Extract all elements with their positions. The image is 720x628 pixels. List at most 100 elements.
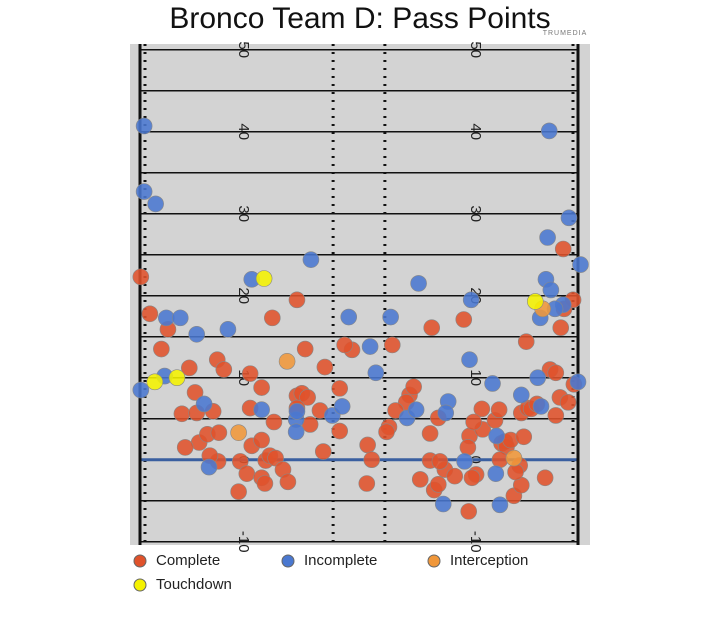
pass-point — [488, 427, 505, 445]
yard-number: 40 — [467, 123, 484, 140]
pass-point — [446, 467, 464, 485]
pass-point — [336, 336, 353, 354]
pass-point — [173, 405, 191, 423]
pass-point — [358, 475, 376, 492]
pass-point — [430, 476, 447, 493]
pass-point — [253, 431, 270, 449]
legend: Complete Incomplete Interception Touchdown — [133, 552, 528, 593]
pass-point — [512, 386, 530, 404]
pass-point — [536, 469, 554, 487]
pass-point — [141, 305, 159, 323]
pass-point — [265, 413, 283, 431]
pass-point — [135, 117, 153, 135]
pass-point — [437, 404, 454, 422]
pass-point — [431, 453, 449, 470]
pass-point — [547, 407, 565, 424]
pass-point — [253, 401, 270, 419]
pass-point — [253, 379, 270, 396]
pass-point — [219, 321, 237, 338]
pass-point — [491, 451, 509, 469]
pass-point — [383, 336, 401, 354]
pass-point — [132, 268, 150, 286]
yard-number: 50 — [235, 41, 252, 58]
pass-point — [302, 251, 320, 268]
pass-point — [279, 473, 297, 491]
pass-point — [456, 453, 473, 470]
pass-point — [181, 359, 198, 377]
pass-point — [288, 403, 306, 420]
pass-point — [287, 423, 305, 441]
pass-point — [460, 503, 478, 520]
yard-number: 30 — [467, 205, 484, 222]
pass-point — [230, 483, 247, 501]
chart-title: Bronco Team D: Pass Points — [169, 2, 550, 35]
pass-point — [331, 380, 348, 397]
pass-point — [256, 475, 274, 492]
pass-point — [168, 369, 186, 387]
pass-point — [507, 463, 524, 481]
pass-point — [278, 353, 296, 370]
pass-point — [484, 375, 501, 392]
pass-point — [331, 422, 348, 440]
yard-number: 30 — [235, 205, 252, 222]
pass-point — [462, 291, 480, 309]
pass-point — [554, 240, 572, 258]
pass-point — [490, 401, 508, 419]
pass-point — [405, 378, 422, 396]
pass-point — [157, 309, 175, 327]
pass-point — [569, 373, 587, 391]
pass-point — [299, 389, 316, 406]
yard-number: 10 — [467, 369, 484, 386]
yard-number: -10 — [467, 531, 484, 553]
pass-point — [455, 311, 473, 328]
pass-point — [135, 183, 153, 200]
pass-point — [288, 291, 306, 309]
pass-point — [132, 381, 150, 399]
pass-point — [540, 122, 558, 140]
legend-marker — [133, 554, 147, 568]
pass-point — [340, 308, 358, 326]
pass-point — [241, 365, 259, 382]
pass-point — [461, 351, 478, 368]
pass-point — [188, 325, 206, 343]
pass-point — [517, 333, 535, 350]
pass-point — [542, 281, 560, 299]
legend-marker — [133, 578, 147, 592]
pass-point — [301, 416, 319, 433]
pass-point — [572, 256, 589, 273]
pass-point — [560, 209, 578, 227]
pass-point — [407, 401, 425, 419]
pass-point — [333, 398, 351, 415]
pass-point — [210, 424, 228, 441]
pass-point — [255, 270, 273, 287]
pass-point — [515, 428, 533, 446]
pass-point — [465, 413, 482, 431]
watermark: TRUMEDIA — [543, 30, 588, 37]
pass-point — [526, 293, 544, 310]
pass-point — [230, 424, 247, 441]
yard-number: -10 — [235, 531, 252, 553]
legend-label: Incomplete — [304, 552, 377, 569]
pass-point — [491, 496, 509, 514]
pass-point — [532, 398, 550, 415]
pass-point — [176, 439, 194, 456]
pass-point — [378, 423, 395, 441]
legend-label: Touchdown — [156, 576, 232, 593]
yard-number: 50 — [467, 41, 484, 58]
pass-point — [238, 465, 256, 482]
pass-point — [195, 395, 213, 413]
pass-point — [463, 469, 481, 487]
pass-point — [316, 358, 334, 376]
pass-point — [547, 364, 565, 382]
pass-point — [147, 195, 164, 213]
pass-point — [410, 275, 427, 292]
pass-point — [359, 436, 376, 454]
yard-number: 20 — [235, 287, 252, 304]
yard-number: 40 — [235, 123, 252, 140]
pass-point — [146, 373, 164, 391]
pass-point — [473, 400, 491, 418]
pass-point — [539, 229, 556, 246]
legend-label: Complete — [156, 552, 220, 569]
pass-point — [552, 319, 570, 337]
